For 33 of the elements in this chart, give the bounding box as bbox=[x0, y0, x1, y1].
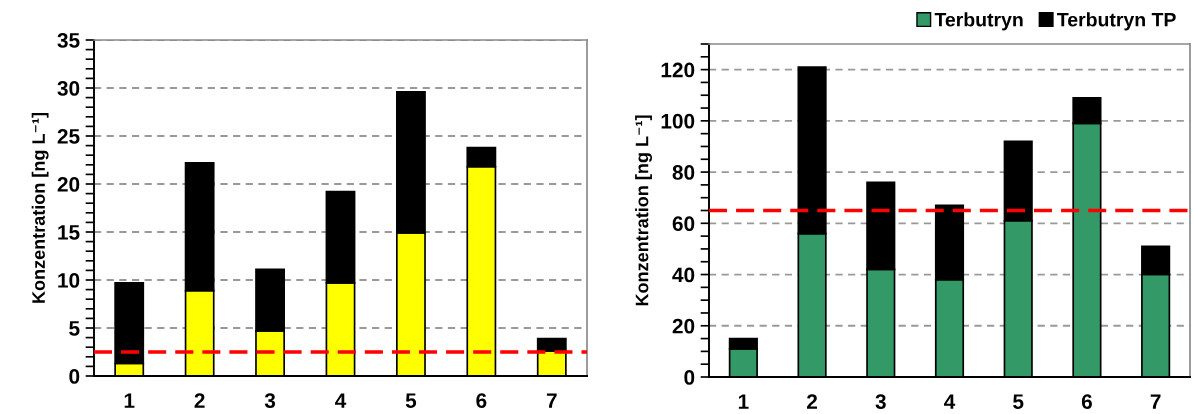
x-tick-label: 2 bbox=[194, 393, 205, 408]
y-tick-label: 35 bbox=[57, 33, 80, 48]
y-tick-label: 100 bbox=[661, 113, 695, 129]
y-axis-title: Konzentration [ng L⁻¹] bbox=[635, 115, 653, 306]
y-tick-label: 60 bbox=[672, 216, 695, 232]
x-tick-label: 7 bbox=[1150, 394, 1161, 409]
y-tick-label: 25 bbox=[57, 129, 80, 144]
x-tick-label: 3 bbox=[264, 393, 276, 408]
x-tick-label: 4 bbox=[944, 394, 956, 409]
y-tick-label: 20 bbox=[57, 177, 80, 192]
y-tick-label: 40 bbox=[672, 267, 695, 283]
y-tick-label: 20 bbox=[672, 318, 695, 334]
y-axis-title: Konzentration [ng L⁻¹] bbox=[31, 112, 49, 303]
x-tick-label: 5 bbox=[1013, 394, 1024, 409]
y-tick-label: 0 bbox=[69, 369, 80, 384]
x-tick-label: 5 bbox=[405, 393, 417, 408]
y-tick-label: 5 bbox=[69, 321, 80, 336]
x-tick-label: 6 bbox=[476, 393, 487, 408]
x-tick-label: 3 bbox=[875, 394, 886, 409]
y-tick-label: 80 bbox=[672, 165, 695, 180]
x-tick-label: 4 bbox=[335, 393, 347, 408]
legend-label: Terbutryn TP bbox=[1057, 12, 1176, 31]
x-tick-label: 6 bbox=[1081, 394, 1092, 409]
x-tick-label: 2 bbox=[807, 394, 818, 409]
x-tick-label: 7 bbox=[546, 393, 557, 408]
y-tick-label: 30 bbox=[57, 81, 80, 96]
x-tick-label: 1 bbox=[124, 393, 135, 408]
x-tick-label: 1 bbox=[738, 394, 749, 409]
y-tick-label: 15 bbox=[58, 225, 80, 240]
legend-label: Terbutryn bbox=[934, 12, 1023, 31]
y-tick-label: 0 bbox=[684, 370, 695, 385]
y-tick-label: 10 bbox=[58, 273, 80, 288]
y-tick-label: 120 bbox=[661, 62, 695, 78]
